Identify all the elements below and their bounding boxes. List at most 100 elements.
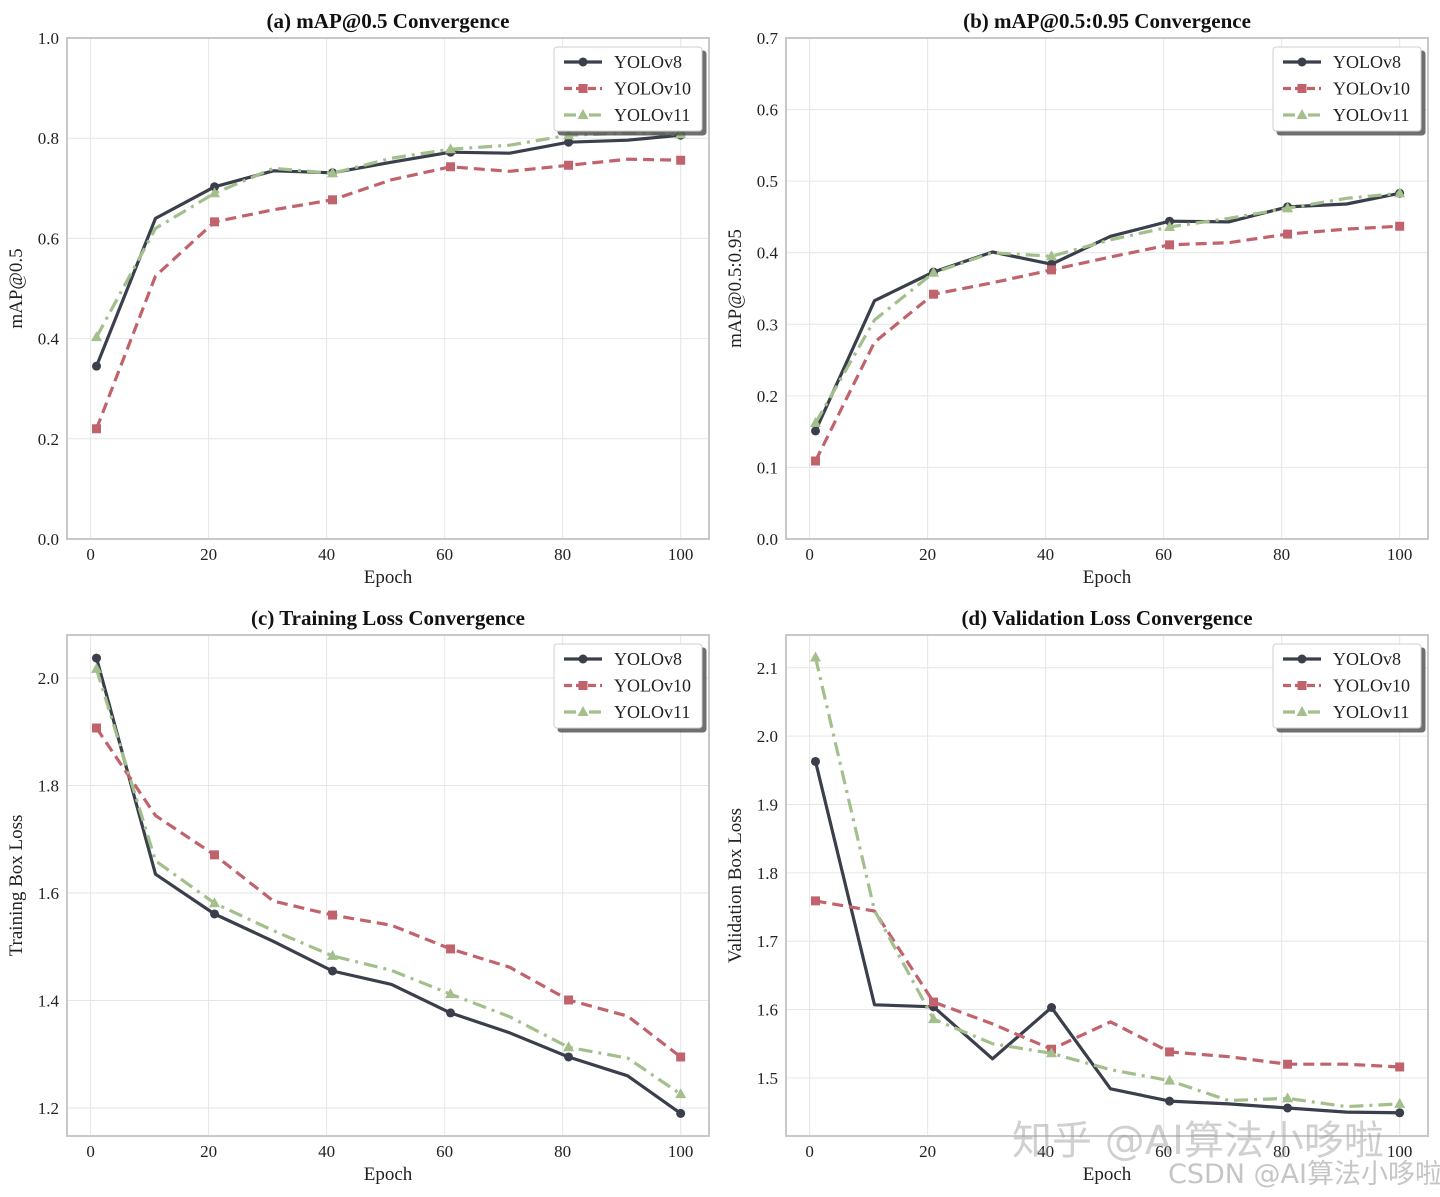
data-point: [929, 997, 939, 1007]
panel-b: (b) mAP@0.5:0.95 Convergence 0 20 40 60 80 10…: [725, 9, 1429, 588]
y-tick-label: 0.4: [38, 330, 60, 349]
y-tick-label: 2.0: [757, 727, 778, 746]
legend-item-yolov8: YOLOv8: [564, 649, 682, 669]
y-tick-label: 1.0: [38, 29, 59, 48]
data-point: [676, 155, 686, 165]
watermark-csdn: CSDN @AI算法小哆啦: [1168, 1159, 1440, 1190]
data-point: [1283, 1059, 1293, 1069]
y-tick-label: 0.1: [757, 458, 778, 477]
legend-item-yolov10: YOLOv10: [564, 79, 691, 99]
legend-label: YOLOv11: [614, 702, 690, 722]
x-tick-label: 0: [805, 1142, 814, 1161]
chart-title: (d) Validation Loss Convergence: [961, 606, 1252, 630]
panel-c: (c) Training Loss Convergence 0 20 40 60 80 1…: [6, 606, 710, 1185]
legend-marker-swatch: [1296, 706, 1308, 716]
data-point: [1164, 220, 1176, 231]
data-point: [564, 160, 574, 170]
y-axis-label: mAP@0.5:0.95: [725, 229, 746, 348]
data-point: [928, 1013, 940, 1024]
data-point: [1395, 1108, 1405, 1118]
x-tick-label: 60: [436, 1142, 453, 1161]
y-axis-label: Training Box Loss: [6, 815, 27, 957]
data-point: [811, 456, 821, 466]
series-layer: [810, 651, 1406, 1118]
data-point: [209, 187, 221, 198]
y-tick-label: 0.0: [757, 530, 778, 549]
panel-a: (a) mAP@0.5 Convergence 0 20 40 60 80 1000.00…: [6, 9, 710, 588]
legend-label: YOLOv8: [1333, 649, 1401, 669]
legend-marker-swatch: [1297, 681, 1307, 690]
legend-marker-swatch: [577, 706, 589, 716]
data-point: [563, 1041, 575, 1052]
data-point: [929, 289, 939, 299]
data-point: [811, 426, 821, 436]
legend-marker-swatch: [578, 681, 588, 690]
y-tick-label: 1.6: [38, 884, 59, 903]
data-point: [676, 1108, 686, 1118]
ticks: 0 20 40 60 80 100 1.5 1.6 1.7 1.8 1.9 2.0 2.1: [757, 659, 1413, 1161]
legend-item-yolov8: YOLOv8: [1283, 649, 1401, 669]
x-tick-label: 0: [86, 1142, 95, 1161]
legend-label: YOLOv8: [614, 52, 682, 72]
data-point: [1047, 265, 1057, 275]
legend-label: YOLOv11: [1333, 105, 1409, 125]
data-point: [1283, 1103, 1293, 1113]
legend-item-yolov11: YOLOv11: [564, 702, 690, 722]
data-point: [327, 167, 339, 178]
data-point: [92, 424, 102, 434]
data-point: [210, 909, 220, 919]
data-point: [1165, 240, 1175, 250]
y-tick-label: 0.7: [757, 29, 779, 48]
series-line: [814, 191, 1400, 424]
legend-marker-swatch: [578, 57, 588, 67]
x-tick-label: 20: [200, 545, 217, 564]
series-line: [94, 657, 682, 1115]
legend: YOLOv8 YOLOv10 YOLOv11: [553, 643, 703, 729]
legend-marker-swatch: [577, 109, 589, 119]
data-point: [1395, 1062, 1405, 1072]
series-yolov11: [91, 662, 687, 1099]
data-point: [810, 651, 822, 662]
data-point: [328, 966, 338, 976]
x-tick-label: 20: [200, 1142, 217, 1161]
data-point: [91, 662, 103, 673]
x-tick-label: 60: [436, 545, 453, 564]
data-point: [1282, 1092, 1294, 1103]
x-tick-label: 80: [1273, 545, 1290, 564]
chart-title: (b) mAP@0.5:0.95 Convergence: [963, 9, 1251, 33]
data-point: [563, 129, 575, 140]
y-tick-label: 0.3: [757, 315, 778, 334]
series-yolov11: [810, 651, 1406, 1109]
x-tick-label: 60: [1155, 545, 1172, 564]
data-point: [1046, 250, 1058, 261]
data-point: [811, 756, 821, 766]
data-point: [328, 195, 338, 205]
x-tick-label: 100: [1387, 1142, 1413, 1161]
x-tick-label: 40: [1037, 545, 1054, 564]
x-tick-label: 80: [1273, 1142, 1290, 1161]
series-layer: [91, 653, 687, 1118]
y-tick-label: 0.4: [757, 244, 779, 263]
data-point: [1394, 187, 1406, 198]
y-tick-label: 0.8: [38, 129, 59, 148]
legend-box: [553, 46, 703, 132]
ticks: 0 20 40 60 80 100 0.0 0.2 0.4 0.6 0.8 1.0: [38, 29, 694, 564]
data-point: [209, 897, 221, 908]
x-tick-label: 40: [1037, 1142, 1054, 1161]
grid: [67, 635, 709, 1136]
series-line: [94, 668, 682, 1096]
x-tick-label: 40: [318, 1142, 335, 1161]
chart-title: (a) mAP@0.5 Convergence: [267, 9, 510, 33]
y-tick-label: 1.9: [757, 796, 778, 815]
legend: YOLOv8 YOLOv10 YOLOv11: [1272, 46, 1422, 132]
legend-label: YOLOv10: [614, 79, 691, 99]
data-point: [564, 137, 574, 147]
data-point: [676, 1052, 686, 1062]
data-point: [675, 128, 687, 139]
legend-marker-swatch: [1296, 109, 1308, 119]
plot-frame: [66, 37, 710, 540]
data-point: [445, 988, 457, 999]
data-point: [1164, 1074, 1176, 1085]
legend-marker-swatch: [578, 84, 588, 93]
